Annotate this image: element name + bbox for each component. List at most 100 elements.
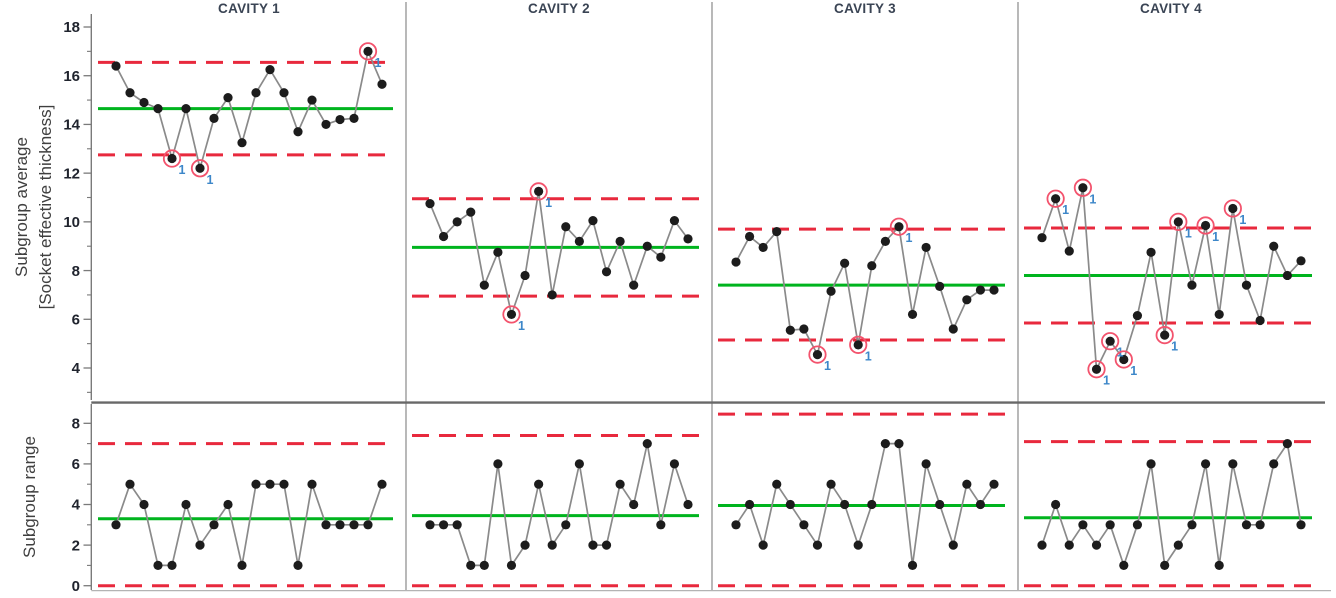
data-point[interactable]	[265, 65, 275, 75]
data-point[interactable]	[1173, 540, 1183, 550]
data-point[interactable]	[642, 439, 652, 449]
data-point[interactable]	[1051, 499, 1061, 510]
data-point[interactable]	[321, 119, 331, 130]
data-point[interactable]	[466, 560, 476, 571]
data-point[interactable]	[1037, 540, 1047, 550]
data-point[interactable]	[975, 499, 986, 510]
data-point[interactable]	[785, 325, 795, 335]
data-point[interactable]	[744, 499, 755, 510]
data-point[interactable]	[812, 540, 823, 550]
data-point[interactable]	[223, 499, 233, 510]
data-point[interactable]	[1282, 270, 1292, 281]
data-point[interactable]	[1078, 520, 1088, 530]
data-point[interactable]	[223, 93, 233, 103]
data-point[interactable]	[880, 236, 890, 246]
data-point[interactable]	[452, 217, 462, 227]
data-point[interactable]	[561, 520, 571, 530]
data-point[interactable]	[237, 138, 247, 148]
data-point[interactable]	[1241, 280, 1252, 290]
data-point[interactable]	[547, 290, 557, 300]
data-point[interactable]	[534, 186, 544, 197]
data-point[interactable]	[506, 309, 517, 320]
data-point[interactable]	[167, 560, 177, 571]
data-point[interactable]	[867, 499, 877, 510]
data-point[interactable]	[1296, 520, 1306, 530]
data-point[interactable]	[363, 520, 373, 530]
data-point[interactable]	[588, 540, 598, 550]
data-point[interactable]	[139, 499, 149, 510]
data-point[interactable]	[1146, 247, 1156, 257]
data-point[interactable]	[139, 97, 149, 108]
data-point[interactable]	[1200, 459, 1211, 469]
data-point[interactable]	[293, 127, 303, 137]
data-point[interactable]	[758, 540, 768, 550]
data-point[interactable]	[948, 540, 958, 550]
data-point[interactable]	[962, 479, 972, 489]
data-point[interactable]	[744, 231, 755, 242]
data-point[interactable]	[438, 520, 449, 530]
data-point[interactable]	[520, 540, 530, 550]
data-point[interactable]	[601, 540, 612, 550]
data-point[interactable]	[125, 479, 135, 489]
data-point[interactable]	[840, 499, 850, 510]
data-point[interactable]	[1214, 560, 1224, 571]
data-point[interactable]	[799, 520, 809, 530]
data-point[interactable]	[506, 560, 517, 571]
data-point[interactable]	[656, 252, 666, 262]
data-point[interactable]	[853, 540, 863, 550]
data-point[interactable]	[1078, 183, 1088, 193]
data-point[interactable]	[493, 247, 503, 257]
data-point[interactable]	[438, 231, 449, 242]
data-point[interactable]	[111, 61, 121, 71]
data-point[interactable]	[125, 88, 135, 98]
data-point[interactable]	[921, 242, 931, 253]
data-point[interactable]	[1160, 560, 1170, 571]
data-point[interactable]	[279, 479, 289, 489]
data-point[interactable]	[1037, 233, 1047, 243]
data-point[interactable]	[363, 46, 373, 56]
data-point[interactable]	[167, 153, 177, 164]
data-point[interactable]	[349, 113, 359, 123]
data-point[interactable]	[1146, 459, 1156, 469]
data-point[interactable]	[615, 479, 625, 489]
data-point[interactable]	[799, 324, 809, 334]
data-point[interactable]	[1105, 520, 1115, 530]
data-point[interactable]	[785, 499, 795, 510]
data-point[interactable]	[962, 295, 972, 305]
data-point[interactable]	[772, 226, 782, 237]
data-point[interactable]	[265, 479, 275, 489]
data-point[interactable]	[880, 439, 890, 449]
data-point[interactable]	[425, 198, 435, 209]
data-point[interactable]	[479, 560, 489, 571]
data-point[interactable]	[520, 270, 530, 281]
data-point[interactable]	[153, 103, 163, 114]
data-point[interactable]	[921, 459, 931, 469]
data-point[interactable]	[1064, 246, 1074, 256]
data-point[interactable]	[574, 236, 584, 246]
data-point[interactable]	[1132, 311, 1143, 321]
data-point[interactable]	[826, 286, 836, 296]
data-point[interactable]	[731, 257, 741, 267]
data-point[interactable]	[1091, 364, 1102, 374]
data-point[interactable]	[493, 459, 503, 469]
data-point[interactable]	[935, 499, 945, 510]
data-point[interactable]	[181, 499, 191, 510]
data-point[interactable]	[1241, 520, 1252, 530]
data-point[interactable]	[683, 499, 693, 510]
data-point[interactable]	[853, 340, 863, 350]
data-point[interactable]	[466, 207, 476, 217]
data-point[interactable]	[452, 520, 462, 530]
data-point[interactable]	[561, 222, 571, 232]
data-point[interactable]	[479, 280, 489, 290]
data-point[interactable]	[826, 479, 836, 489]
data-point[interactable]	[615, 236, 625, 246]
data-point[interactable]	[1296, 256, 1306, 266]
data-point[interactable]	[425, 520, 435, 530]
data-point[interactable]	[772, 479, 782, 489]
data-point[interactable]	[683, 234, 693, 244]
data-point[interactable]	[209, 520, 219, 530]
data-point[interactable]	[1105, 336, 1115, 346]
data-point[interactable]	[989, 479, 999, 489]
data-point[interactable]	[935, 281, 945, 292]
data-point[interactable]	[642, 241, 652, 251]
